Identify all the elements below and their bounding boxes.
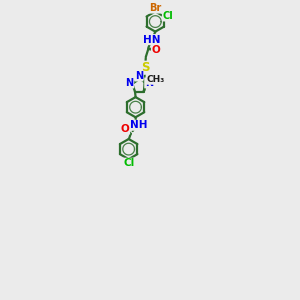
Text: NH: NH [130,120,148,130]
Text: N: N [145,78,153,88]
Text: O: O [121,124,130,134]
Text: Br: Br [149,3,161,13]
Text: N: N [135,71,143,81]
Text: CH₃: CH₃ [146,75,164,84]
Text: N: N [126,78,134,88]
Text: HN: HN [143,34,160,45]
Text: Cl: Cl [123,158,134,168]
Text: O: O [152,45,160,55]
Text: S: S [141,61,149,74]
Text: Cl: Cl [162,11,173,21]
